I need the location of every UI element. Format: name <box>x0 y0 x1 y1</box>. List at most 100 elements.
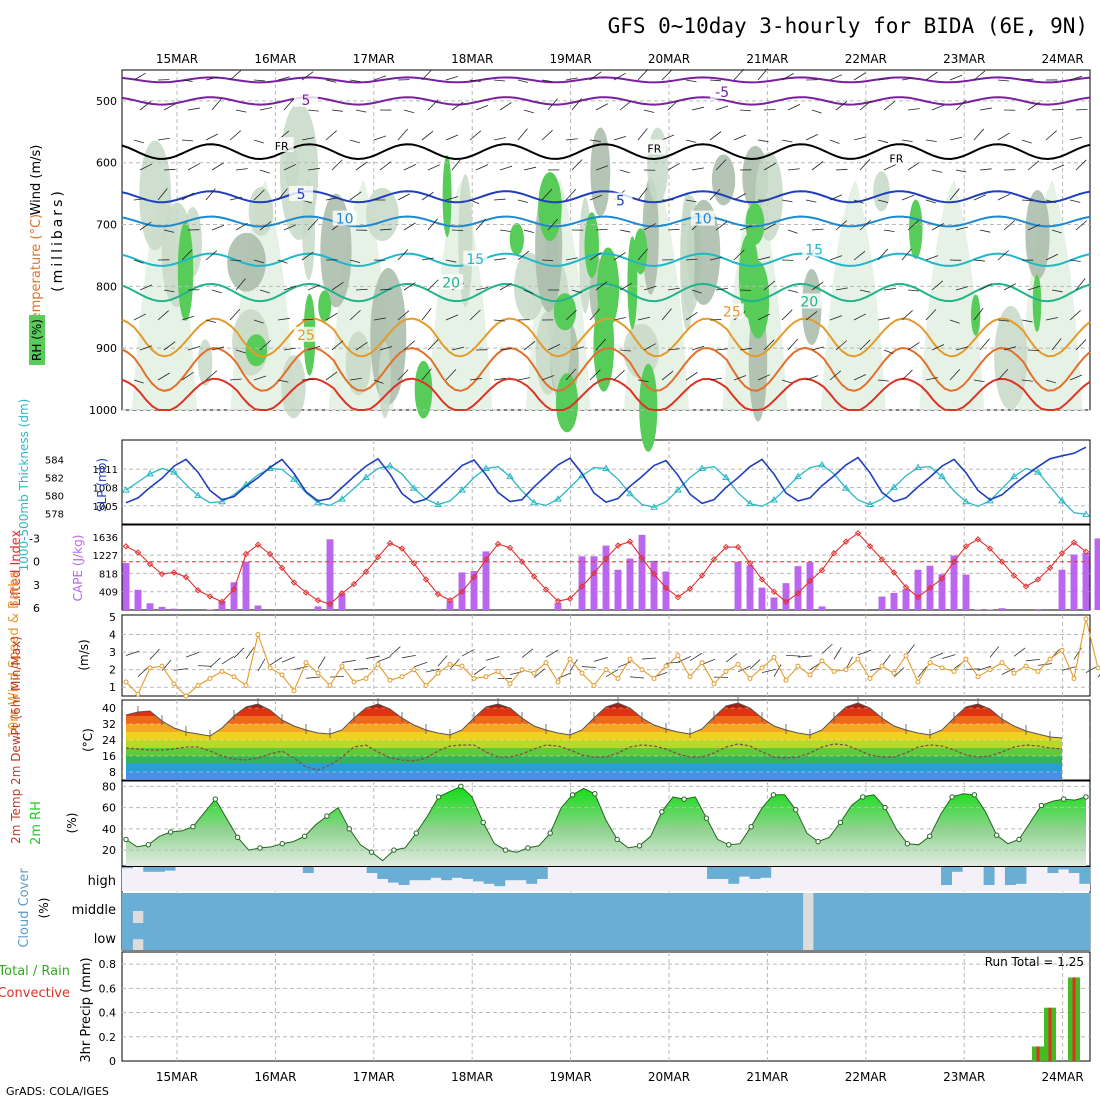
lifted-index-point <box>758 576 766 583</box>
wind-barb-10m <box>245 647 255 659</box>
rh-area <box>126 786 1086 866</box>
wind-barb <box>547 344 561 351</box>
panel-slp <box>121 439 1091 525</box>
cloud-middle-bar <box>664 893 676 923</box>
li-tick-label: -3 <box>29 533 40 546</box>
wind-barb <box>493 79 505 82</box>
wind-barb <box>757 256 771 261</box>
rh-shade-mid <box>197 339 213 387</box>
lifted-index-point <box>1082 548 1090 555</box>
rh-shade-mid <box>680 191 695 331</box>
cape-bar <box>170 608 178 610</box>
wind-barb <box>163 341 176 351</box>
wind-barb <box>709 79 722 82</box>
cloud-low-bar <box>728 923 740 950</box>
wind-barb <box>1075 278 1086 291</box>
wind-barb <box>781 73 794 81</box>
wind-barb <box>283 98 295 111</box>
date-label-bottom: 15MAR <box>156 1070 198 1084</box>
ylabel-wind: Wind (m/s) <box>29 145 44 216</box>
wind-barb <box>325 371 338 381</box>
cape-axis-label: CAPE (J/kg) <box>71 535 85 602</box>
rh-point <box>1016 836 1022 843</box>
temp-tick-label: 40 <box>102 702 116 715</box>
cloud-level-label: low <box>94 932 117 947</box>
wind-barb <box>979 168 992 171</box>
wind-barb <box>949 74 963 81</box>
wind-speed-point <box>375 661 381 667</box>
cloud-middle-bar <box>653 893 665 923</box>
wind-barb <box>403 109 415 114</box>
rh-tick-label: 80 <box>102 780 116 793</box>
cape-bar <box>230 582 238 610</box>
wind-barb <box>955 169 967 173</box>
cloud-low-bar <box>175 923 187 950</box>
cloud-low-bar <box>302 923 314 950</box>
cloud-low-bar <box>345 923 357 950</box>
wind-barb <box>691 106 705 111</box>
cape-tick-label: 1636 <box>93 533 118 544</box>
date-label-top: 23MAR <box>943 52 985 66</box>
wind-barb <box>157 137 170 141</box>
wind-barb <box>229 70 242 81</box>
wind-speed-point <box>771 654 777 660</box>
thickness-tick-label: 578 <box>45 510 64 521</box>
cloud-high-bar <box>1058 867 1070 870</box>
rh-tick-label: 60 <box>102 802 116 815</box>
cloud-middle-bar <box>207 893 219 923</box>
wind-speed-point <box>1059 647 1065 653</box>
wind-barb <box>565 138 578 141</box>
cloud-low-bar <box>824 923 836 950</box>
wind-barb <box>403 340 416 351</box>
cape-bar <box>794 566 802 610</box>
cloud-low-bar <box>292 923 304 950</box>
lifted-index-point <box>158 570 166 578</box>
date-label-top: 21MAR <box>746 52 788 66</box>
cloud-low-bar <box>717 923 729 950</box>
cloud-low-bar <box>1004 923 1016 950</box>
wind-barb-10m <box>569 659 578 672</box>
cloud-middle-bar <box>387 893 399 923</box>
wind-barb <box>475 105 489 111</box>
rh-point <box>234 834 241 841</box>
lifted-index-point <box>326 600 334 608</box>
pressure-tick-label: 800 <box>96 280 117 293</box>
cloud-high-bar <box>760 867 772 878</box>
cape-bar <box>1034 609 1042 610</box>
wind-barb <box>565 309 577 321</box>
wind-speed-point <box>339 663 345 669</box>
wind-barb-10m <box>977 665 992 671</box>
wind-barb <box>811 346 825 351</box>
thickness-point <box>218 497 226 505</box>
isotherm-label: 20 <box>800 294 818 310</box>
wind-speed-point <box>327 682 333 688</box>
wind-barb <box>907 342 920 351</box>
wind-barb <box>1021 319 1033 323</box>
ylabel-temperature: Temperature (°C) <box>29 214 44 327</box>
cloud-high-bar <box>1079 867 1091 884</box>
cloud-high-bar <box>377 867 389 879</box>
cloud-middle-bar <box>1026 893 1038 923</box>
wind-barb <box>379 288 392 291</box>
wind-barb <box>1003 283 1016 291</box>
rh-shade-light <box>820 180 886 410</box>
cape-bar <box>242 561 250 610</box>
wind-barb <box>757 68 768 81</box>
wind-speed-point <box>231 674 237 680</box>
wind-barb <box>643 343 656 351</box>
wind-speed-point <box>723 668 729 674</box>
rh-point <box>815 838 821 845</box>
lifted-index-point <box>338 590 346 597</box>
wind-barb-10m <box>425 668 440 673</box>
wind-speed-point <box>555 679 561 685</box>
isotherm-line <box>121 76 1091 84</box>
wind-barb <box>589 252 602 261</box>
wind-barb <box>139 284 153 291</box>
cloud-low-bar <box>1015 923 1027 950</box>
wind-barb <box>427 218 438 231</box>
wind-barb-10m <box>821 643 833 654</box>
wind-barb <box>637 248 648 261</box>
wind-speed-point <box>219 668 225 674</box>
thickness-point <box>1058 496 1066 504</box>
wind-barb <box>835 100 848 111</box>
